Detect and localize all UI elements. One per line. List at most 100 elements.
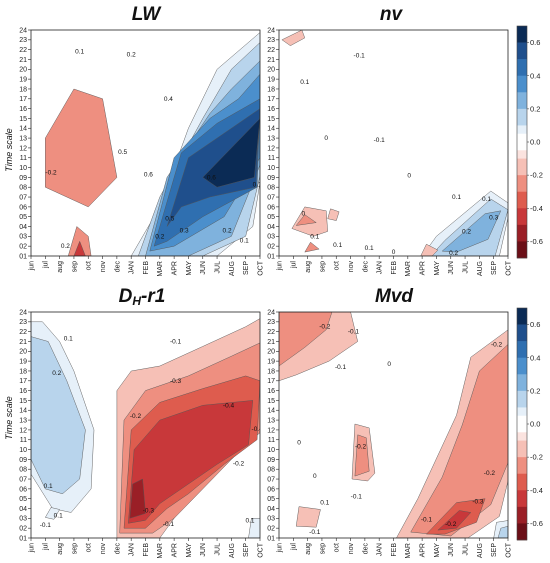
contour-label-9: 0.2 bbox=[52, 370, 61, 377]
y-tick-label: 23 bbox=[267, 37, 275, 44]
y-tick-label: 07 bbox=[267, 194, 275, 201]
contour-label-6: -0.3 bbox=[143, 507, 155, 514]
x-tick-label: MAR bbox=[405, 543, 412, 559]
y-tick-label: 06 bbox=[19, 204, 27, 211]
x-tick-label: jul bbox=[291, 261, 298, 269]
y-tick-label: 02 bbox=[267, 244, 275, 251]
x-tick-label: JUL bbox=[215, 261, 222, 274]
contour-region-8 bbox=[420, 243, 439, 256]
x-tick-label: jul bbox=[43, 543, 50, 551]
contour-region-0 bbox=[45, 88, 118, 208]
y-tick-label: 21 bbox=[19, 339, 27, 346]
y-tick-label: 02 bbox=[19, 244, 27, 251]
y-tick-label: 01 bbox=[19, 535, 27, 542]
y-tick-label: 02 bbox=[19, 526, 27, 533]
y-tick-label: 16 bbox=[19, 106, 27, 113]
x-tick-label: dec bbox=[114, 261, 121, 273]
colorbar-step bbox=[517, 42, 527, 60]
contour-region-3 bbox=[354, 434, 370, 477]
contour-label-5: -0.2 bbox=[233, 460, 245, 467]
y-tick-label: 18 bbox=[267, 86, 275, 93]
contour-label-5: 0.5 bbox=[118, 149, 127, 156]
y-tick-label: 22 bbox=[267, 47, 275, 54]
contour-region-6 bbox=[304, 241, 320, 253]
x-tick-label: nov bbox=[348, 543, 355, 555]
x-tick-label: FEB bbox=[143, 261, 150, 275]
x-tick-label: aug bbox=[305, 261, 312, 273]
contour-label-8: -0.2 bbox=[491, 341, 503, 348]
x-tick-label: oct bbox=[86, 261, 93, 270]
panel-title-lw: LW bbox=[132, 4, 163, 25]
contour-label-6: 0.1 bbox=[482, 196, 491, 203]
colorbar-step bbox=[517, 75, 527, 93]
contour-label-2: 0 bbox=[324, 135, 328, 142]
contour-label-1: 0.2 bbox=[127, 52, 136, 59]
x-tick-label: JUL bbox=[215, 543, 222, 556]
y-tick-label: 14 bbox=[267, 126, 275, 133]
x-tick-label: MAY bbox=[434, 261, 441, 276]
y-tick-label: 24 bbox=[19, 309, 27, 316]
y-tick-label: 04 bbox=[267, 224, 275, 231]
contour-label-6: 0.1 bbox=[320, 500, 329, 507]
y-tick-label: 05 bbox=[267, 496, 275, 503]
x-tick-label: FEB bbox=[391, 261, 398, 275]
x-tick-label: jun bbox=[276, 261, 283, 271]
colorbar-step bbox=[517, 432, 527, 441]
x-tick-label: APR bbox=[172, 543, 179, 557]
y-tick-label: 18 bbox=[267, 368, 275, 375]
contour-label-9: -0.2 bbox=[484, 470, 496, 477]
contour-label-7: 0.2 bbox=[462, 228, 471, 235]
contour-label-8: 0.2 bbox=[155, 233, 164, 240]
y-tick-label: 07 bbox=[19, 476, 27, 483]
y-axis-label-bottom: Time scale bbox=[4, 396, 14, 439]
x-tick-label: sep bbox=[71, 261, 78, 272]
x-tick-label: JUN bbox=[200, 261, 207, 275]
colorbar-step bbox=[517, 26, 527, 43]
y-tick-label: 16 bbox=[19, 388, 27, 395]
y-tick-label: 13 bbox=[19, 417, 27, 424]
contour-region-0 bbox=[281, 30, 306, 46]
panel-lw: 0.1 0.2 0.4 0.6 0.6 0.5 0.5 0.3 0.2 0.1 0.1 0.2 -0.2… bbox=[19, 27, 264, 276]
colorbar-step bbox=[517, 506, 527, 524]
contour-label-11: 0.1 bbox=[365, 245, 374, 252]
colorbar-step bbox=[517, 158, 527, 176]
y-tick-label: 12 bbox=[19, 145, 27, 152]
colorbar-step bbox=[517, 133, 527, 151]
colorbar-tick-label: 0.4 bbox=[530, 353, 540, 362]
x-tick-label: OCT bbox=[505, 542, 512, 558]
y-tick-label: 01 bbox=[267, 535, 275, 542]
y-tick-label: 19 bbox=[267, 359, 275, 366]
x-tick-label: MAR bbox=[405, 261, 412, 277]
panel-dh-r1: -0.1-0.3-0.4-0.4-0.2-0.2-0.3-0.10.10.20.… bbox=[19, 309, 264, 558]
colorbar-step bbox=[517, 125, 527, 135]
y-tick-label: 17 bbox=[19, 378, 27, 385]
colorbar-step bbox=[517, 208, 527, 226]
y-tick-label: 19 bbox=[19, 77, 27, 84]
colorbar-step bbox=[517, 324, 527, 342]
x-tick-label: SEP bbox=[243, 543, 250, 557]
contour-region-1 bbox=[279, 312, 333, 367]
y-tick-label: 16 bbox=[267, 106, 275, 113]
contour-region-1 bbox=[31, 336, 86, 495]
contour-label-2: -0.4 bbox=[223, 402, 235, 409]
contour-label-1: -0.3 bbox=[170, 378, 182, 385]
x-tick-label: aug bbox=[57, 543, 64, 555]
y-tick-label: 17 bbox=[267, 378, 275, 385]
contour-label-0: -0.1 bbox=[170, 338, 182, 345]
y-tick-label: 21 bbox=[267, 339, 275, 346]
y-tick-label: 09 bbox=[19, 175, 27, 182]
y-tick-label: 07 bbox=[19, 194, 27, 201]
colorbar-tick-label: 0.2 bbox=[530, 386, 540, 395]
y-tick-label: 13 bbox=[267, 417, 275, 424]
contour-label-1: -0.1 bbox=[348, 329, 360, 336]
x-tick-label: dec bbox=[362, 261, 369, 273]
y-tick-label: 14 bbox=[267, 408, 275, 415]
x-tick-label: jun bbox=[28, 261, 35, 271]
x-tick-label: jul bbox=[43, 261, 50, 269]
contour-label-3: 0.6 bbox=[144, 171, 153, 178]
x-tick-label: SEP bbox=[243, 261, 250, 275]
panel-title-mvd: Mvd bbox=[375, 286, 413, 307]
y-tick-label: 14 bbox=[19, 408, 27, 415]
colorbar-step bbox=[517, 92, 527, 110]
colorbar-step bbox=[517, 457, 527, 475]
